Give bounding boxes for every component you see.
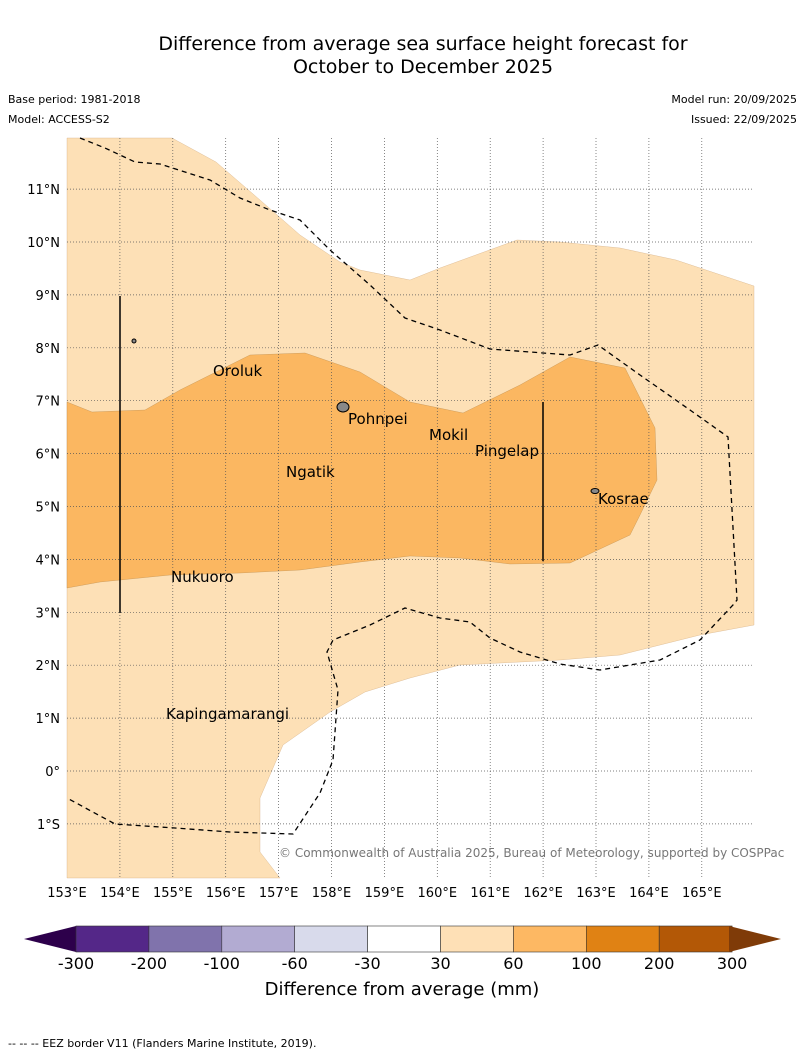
map-area: Oroluk Pohnpei Mokil Pingelap Ngatik Kosrae Nu…: [66, 137, 784, 879]
place-labels: Oroluk Pohnpei Mokil Pingelap Ngatik Kosrae Nu…: [166, 362, 649, 723]
place-label-oroluk: Oroluk: [213, 362, 262, 380]
lat-tick-label: 5°N: [36, 501, 61, 516]
colorbar-segment: [294, 925, 368, 953]
islet: [131, 338, 137, 344]
colorbar-segment: [513, 925, 587, 953]
colorbar-segment: [75, 925, 150, 953]
colorbar-segment: [367, 925, 441, 953]
colorbar-segment: [440, 925, 514, 953]
lat-tick-label: 6°N: [36, 448, 61, 463]
title-line-2: October to December 2025: [292, 56, 554, 78]
place-label-nukuoro: Nukuoro: [171, 568, 234, 586]
colorbar-tick: -60: [282, 954, 308, 973]
colorbar-segment: [221, 925, 296, 953]
place-label-pohnpei: Pohnpei: [348, 410, 408, 428]
lat-tick-label: 11°N: [27, 183, 60, 198]
lon-tick-label: 164°E: [629, 886, 669, 901]
colorbar-extend-low: [24, 926, 76, 952]
base-period: Base period: 1981-2018: [8, 93, 141, 106]
lon-tick-label: 157°E: [259, 886, 299, 901]
lat-tick-label: 4°N: [36, 553, 61, 568]
colorbar-tick: -100: [204, 954, 240, 973]
model-name: Model: ACCESS-S2: [8, 113, 110, 126]
kosrae-island: [590, 488, 600, 494]
colorbar-segment: [658, 925, 733, 953]
issued-date: Issued: 22/09/2025: [690, 113, 797, 126]
lat-tick-label: 3°N: [36, 606, 61, 621]
lon-tick-label: 161°E: [470, 886, 510, 901]
lat-tick-label: 7°N: [36, 395, 61, 410]
lat-tick-label: 8°N: [36, 342, 61, 357]
colorbar-tick: 300: [717, 954, 748, 973]
axis-labels: 153°E 154°E 155°E 156°E 157°E 158°E 159°E 160°E…: [27, 183, 721, 901]
place-label-kapingamarangi: Kapingamarangi: [166, 705, 289, 723]
lat-tick-label: 10°N: [27, 236, 60, 251]
colorbar-segment: [148, 925, 223, 953]
colorbar-tick: 30: [430, 954, 450, 973]
lat-tick-label: 9°N: [36, 289, 61, 304]
place-label-kosrae: Kosrae: [598, 490, 649, 508]
lon-tick-label: 153°E: [47, 886, 87, 901]
place-label-mokil: Mokil: [429, 426, 468, 444]
place-label-pingelap: Pingelap: [475, 442, 539, 460]
lat-tick-label: 0°: [45, 765, 60, 780]
title-line-1: Difference from average sea surface heig…: [158, 33, 688, 55]
colorbar-tick: 100: [571, 954, 602, 973]
colorbar-tick: 60: [503, 954, 523, 973]
region-60-100mm: [66, 352, 658, 589]
lon-tick-label: 155°E: [153, 886, 193, 901]
lat-tick-label: 2°N: [36, 659, 61, 674]
lon-tick-label: 162°E: [523, 886, 563, 901]
colorbar-extend-high: [729, 926, 781, 952]
colorbar-tick: -30: [355, 954, 381, 973]
colorbar-tick: -200: [131, 954, 167, 973]
lon-tick-label: 159°E: [365, 886, 405, 901]
eez-border: [66, 137, 738, 835]
lat-tick-label: 1°N: [36, 712, 61, 727]
lon-tick-label: 163°E: [576, 886, 616, 901]
lon-tick-label: 165°E: [682, 886, 722, 901]
colorbar: -300 -200 -100 -60 -30 30 60 100 200 300: [24, 925, 781, 973]
lon-tick-label: 156°E: [206, 886, 246, 901]
lon-tick-label: 160°E: [418, 886, 458, 901]
pohnpei-island: [336, 401, 350, 413]
colorbar-label: Difference from average (mm): [265, 979, 540, 1000]
lon-tick-label: 158°E: [312, 886, 352, 901]
colorbar-segment: [585, 925, 660, 953]
model-run: Model run: 20/09/2025: [671, 93, 797, 106]
lat-tick-label: 1°S: [37, 818, 60, 833]
colorbar-tick: -300: [58, 954, 94, 973]
lon-tick-label: 154°E: [100, 886, 140, 901]
place-label-ngatik: Ngatik: [286, 463, 335, 481]
gridlines: [67, 138, 754, 878]
footer-eez-note: -- -- -- EEZ border V11 (Flanders Marine…: [8, 1037, 316, 1050]
colorbar-tick: 200: [644, 954, 675, 973]
copyright: © Commonwealth of Australia 2025, Bureau…: [279, 846, 784, 860]
